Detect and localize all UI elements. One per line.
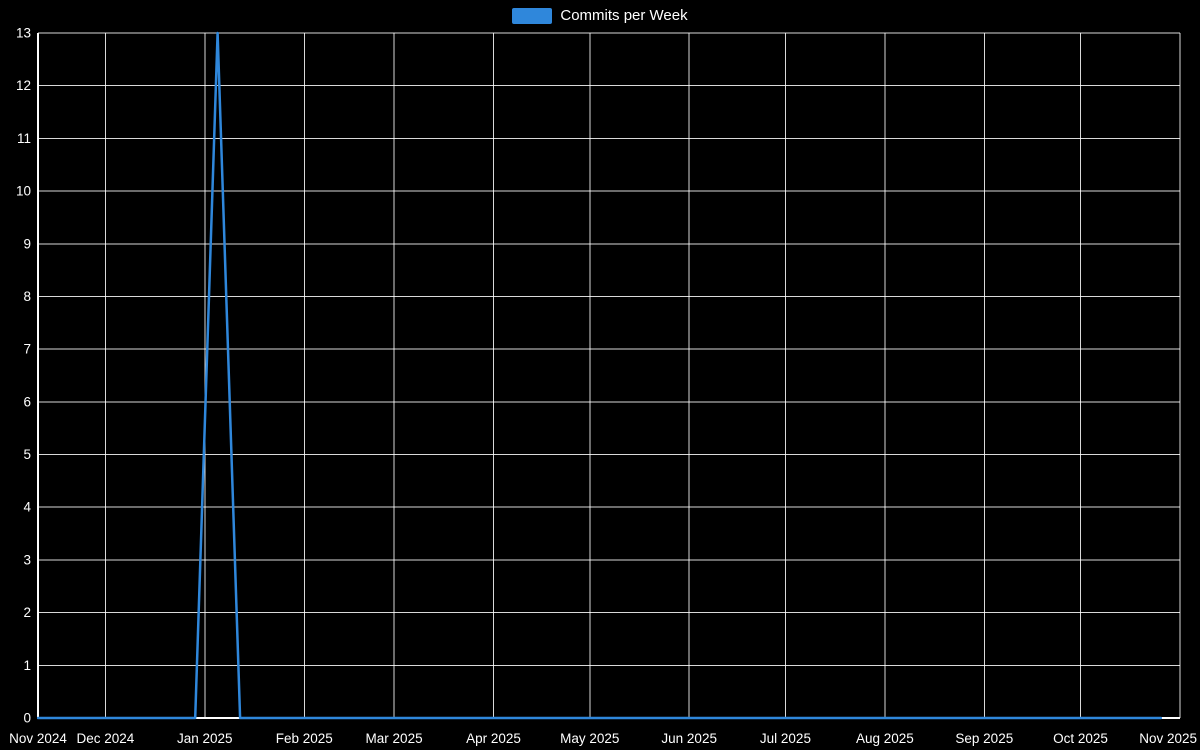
x-tick-label: Jun 2025 <box>661 731 717 746</box>
y-tick-label: 9 <box>23 236 31 251</box>
series-line-commits-per-week <box>37 31 1163 720</box>
x-tick-label: Mar 2025 <box>366 731 423 746</box>
y-tick-label: 13 <box>16 26 31 41</box>
y-tick-label: 11 <box>17 131 31 146</box>
y-tick-label: 8 <box>23 289 31 304</box>
x-tick-label: Jan 2025 <box>177 731 233 746</box>
legend-label: Commits per Week <box>560 7 688 24</box>
x-tick-label: Feb 2025 <box>276 731 333 746</box>
x-tick-label: Jul 2025 <box>760 731 811 746</box>
y-tick-label: 10 <box>16 184 31 199</box>
y-tick-label: 6 <box>23 394 31 409</box>
x-tick-label: Nov 2025 <box>1139 731 1197 746</box>
y-tick-label: 3 <box>23 552 31 567</box>
y-tick-label: 4 <box>23 500 31 515</box>
x-tick-label: Nov 2024 <box>9 731 67 746</box>
y-tick-label: 1 <box>23 658 31 673</box>
legend-swatch <box>512 8 553 24</box>
x-tick-label: Dec 2024 <box>76 731 134 746</box>
x-tick-label: May 2025 <box>560 731 619 746</box>
y-tick-label: 2 <box>23 605 31 620</box>
x-tick-label: Aug 2025 <box>856 731 914 746</box>
y-tick-label: 12 <box>16 78 31 93</box>
y-tick-label: 5 <box>23 447 31 462</box>
y-tick-label: 7 <box>23 342 31 357</box>
x-tick-label: Apr 2025 <box>466 731 521 746</box>
legend: Commits per Week <box>0 7 1200 25</box>
y-tick-label: 0 <box>23 711 31 726</box>
x-tick-label: Sep 2025 <box>955 731 1013 746</box>
legend-item-commits-per-week[interactable]: Commits per Week <box>512 7 688 25</box>
x-tick-label: Oct 2025 <box>1053 731 1108 746</box>
